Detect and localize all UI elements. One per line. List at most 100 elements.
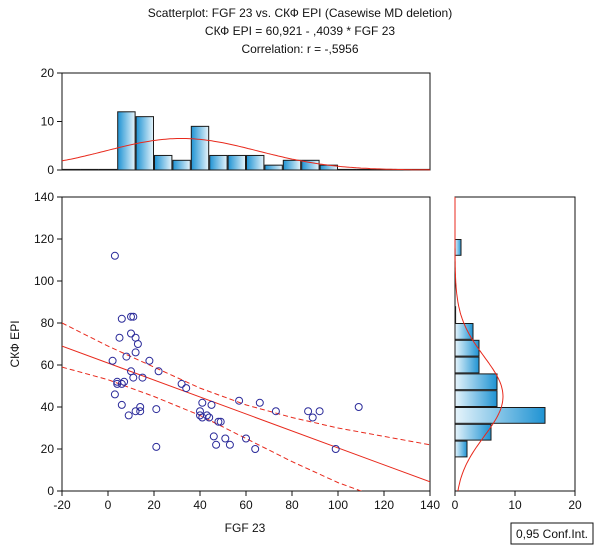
top-hist-bar <box>117 111 136 171</box>
y-tick-label: 140 <box>34 190 54 204</box>
scatter-point <box>216 417 225 426</box>
scatter-point <box>122 352 131 361</box>
scatter-point <box>315 407 324 416</box>
right-hist-bar <box>454 373 498 391</box>
scatter-point <box>136 407 145 416</box>
y-tick-label: 100 <box>34 274 54 288</box>
top-hist-bar <box>190 125 210 171</box>
x-tick-label: 60 <box>239 498 253 512</box>
top-hist-y-tick-label: 0 <box>47 163 54 177</box>
y-tick-label: 120 <box>34 232 54 246</box>
y-tick-label: 20 <box>41 442 55 456</box>
right-hist-bar <box>454 239 462 256</box>
top-hist-bar <box>227 154 247 171</box>
right-hist-x-tick-label: 0 <box>452 498 459 512</box>
y-tick-label: 80 <box>41 316 55 330</box>
regression-line <box>62 345 430 483</box>
top-hist-bar <box>338 168 357 171</box>
scatter-point <box>251 445 260 453</box>
top-hist-bar <box>209 154 228 171</box>
scatter-point <box>198 398 207 407</box>
right-histogram: 0 10 20 <box>452 197 582 512</box>
scatter-point <box>304 407 313 416</box>
right-hist-normal-curve <box>454 197 504 492</box>
x-tick-label: 140 <box>420 498 440 512</box>
scatter-point <box>129 373 138 382</box>
scatter-point <box>110 390 119 399</box>
scatter-point <box>131 348 140 357</box>
top-hist-bar <box>62 168 81 171</box>
scatter-point <box>152 442 161 451</box>
scatter-point <box>209 432 218 441</box>
confidence-band-upper <box>62 322 430 446</box>
right-hist-bar <box>454 407 546 424</box>
scatter-point <box>205 413 214 422</box>
right-hist-bar <box>454 306 457 324</box>
x-tick-label: 40 <box>193 498 207 512</box>
top-hist-bar <box>282 159 302 171</box>
y-tick-label: 0 <box>47 484 54 498</box>
scatter-point <box>154 367 163 376</box>
top-histogram: 0 10 20 <box>41 66 431 177</box>
top-hist-bar <box>246 154 265 171</box>
scatter-point <box>202 411 211 420</box>
top-hist-bar <box>98 168 118 171</box>
right-hist-bar <box>454 356 480 374</box>
correlation-label: Correlation: r = -,5956 <box>241 42 358 56</box>
y-tick-label: 40 <box>41 400 55 414</box>
x-tick-label: 20 <box>147 498 161 512</box>
top-hist-bar <box>301 159 320 171</box>
scatter-point <box>271 407 280 416</box>
scatter-point <box>354 403 363 411</box>
scatter-point <box>255 398 264 407</box>
scatter-point <box>235 396 244 405</box>
top-hist-bar <box>356 168 375 171</box>
scatter-point <box>308 413 317 422</box>
scatter-point <box>129 312 138 321</box>
x-tick-label: 120 <box>374 498 394 512</box>
scatter-frame <box>61 196 431 492</box>
scatter-point <box>225 440 234 449</box>
scatter-inner <box>62 251 430 491</box>
top-hist-normal-curve <box>61 138 431 171</box>
right-hist-x-tick-label: 10 <box>508 498 522 512</box>
regression-equation: СКФ EPI = 60,921 - ,4039 * FGF 23 <box>205 24 395 38</box>
scatter-point <box>145 356 154 365</box>
x-axis-label: FGF 23 <box>225 521 266 535</box>
x-tick-label: 80 <box>285 498 299 512</box>
y-axis-label: СКФ EPI <box>8 320 22 367</box>
scatter-point <box>124 411 133 420</box>
x-tick-label: -20 <box>53 498 71 512</box>
scatter-point <box>136 403 145 411</box>
top-hist-bar <box>264 164 283 171</box>
right-hist-bar <box>454 339 480 357</box>
scatter-point <box>108 356 117 365</box>
scatter-point <box>212 440 221 449</box>
scatter-point <box>152 405 161 414</box>
scatter-point <box>127 329 135 338</box>
chart-title: Scatterplot: FGF 23 vs. СКФ EPI (Casewis… <box>148 6 452 20</box>
scatter-point <box>131 407 140 416</box>
y-tick-label: 60 <box>41 358 55 372</box>
scatter-point <box>117 400 126 409</box>
confidence-band-lower <box>62 366 363 491</box>
top-hist-y-tick-label: 20 <box>41 66 55 80</box>
top-hist-y-tick-label: 10 <box>41 115 55 129</box>
top-hist-bar <box>80 168 99 171</box>
right-hist-bar <box>454 390 498 408</box>
scatter-point <box>110 251 119 260</box>
x-tick-label: 0 <box>105 498 112 512</box>
scatter-point <box>127 312 135 321</box>
right-hist-bar <box>454 440 468 458</box>
scatter-point <box>207 400 216 409</box>
conf-int-legend-box <box>510 522 594 545</box>
scatter-point <box>133 340 142 348</box>
scatter-point <box>117 314 126 323</box>
conf-int-legend-label: 0,95 Conf.Int. <box>516 527 588 541</box>
scatter-point <box>177 379 186 388</box>
top-hist-bar <box>172 159 191 171</box>
scatter-point <box>117 379 126 388</box>
